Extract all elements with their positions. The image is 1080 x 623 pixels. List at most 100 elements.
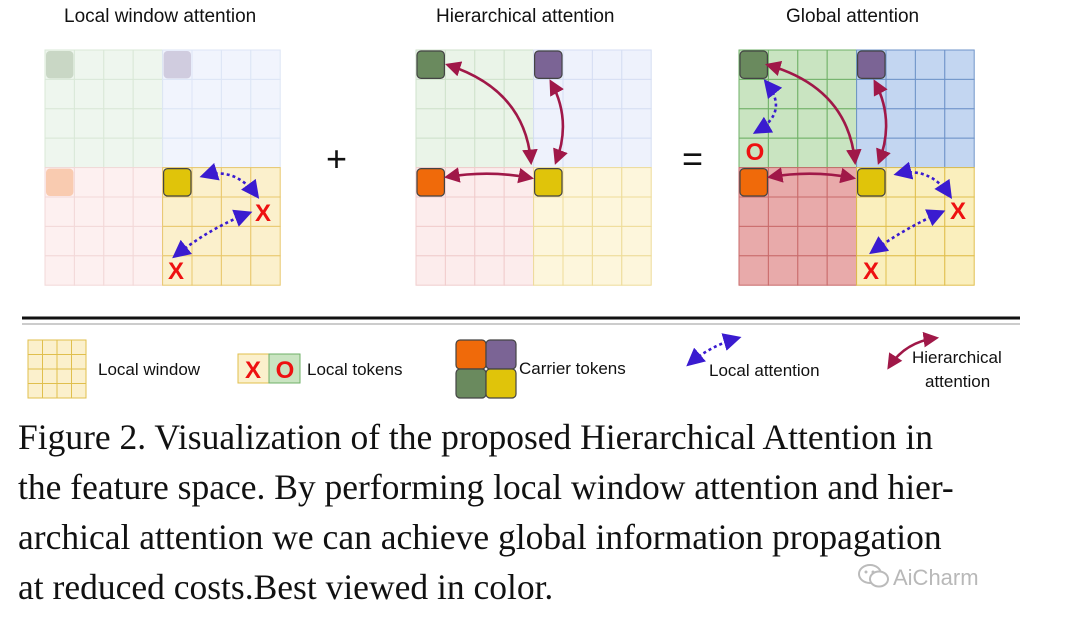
grid-cell: [71, 354, 87, 370]
grid-cell: [797, 137, 828, 169]
grid-cell: [562, 167, 593, 198]
grid-cell: [444, 255, 476, 286]
grid-cell: [944, 78, 975, 110]
grid-cell: [444, 225, 476, 257]
caption-line-3: archical attention we can achieve global…: [18, 517, 942, 557]
carrier-token-orange: [455, 339, 487, 370]
hierarchical-attention-arrow: [443, 167, 535, 184]
legend-carrier-tokens-label: Carrier tokens: [519, 359, 626, 378]
grid-cell: [797, 49, 828, 80]
grid-cell: [767, 167, 799, 198]
local-token-x-marker: X: [168, 258, 184, 285]
grid-cell: [767, 225, 799, 257]
legend-carrier-tokens-swatch: [455, 339, 517, 399]
watermark: AiCharm: [893, 565, 979, 590]
grid-cell: [44, 78, 75, 110]
grid-cell: [444, 137, 476, 169]
grid-cell: [44, 255, 75, 286]
grid-cell: [885, 78, 916, 110]
global-panel-grid: O X X: [738, 49, 975, 286]
grid-cell: [767, 255, 799, 286]
grid-cell: [885, 49, 916, 80]
hierarchical-attention-arrow: [765, 60, 862, 166]
carrier-token-green: [455, 368, 487, 399]
panel-title-local: Local window attention: [64, 6, 257, 27]
grid-cell: [220, 137, 252, 169]
grid-cell: [103, 167, 134, 198]
grid-cell: [73, 167, 105, 198]
grid-cell: [73, 49, 105, 80]
grid-cell: [220, 255, 252, 286]
grid-cell: [503, 196, 535, 227]
grid-cell: [191, 196, 222, 227]
grid-cell: [562, 137, 593, 169]
grid-cell: [914, 225, 946, 257]
grid-cell: [797, 225, 828, 257]
grid-cell: [250, 167, 281, 198]
local-attention-arrow: [199, 162, 260, 199]
grid-cell: [503, 167, 535, 198]
grid-cell: [914, 108, 946, 139]
grid-cell: [826, 255, 858, 286]
grid-cell: [533, 78, 564, 110]
grid-cell: [132, 167, 164, 198]
local-attention-arrow: [869, 209, 946, 255]
grid-cell: [797, 108, 828, 139]
grid-cell: [503, 49, 535, 80]
grid-cell: [474, 137, 505, 169]
grid-cell: [591, 49, 623, 80]
grid-cell: [42, 368, 58, 384]
grid-cell: [444, 167, 476, 198]
grid-cell: [591, 78, 623, 110]
grid-cell: [27, 383, 43, 399]
grid-cell: [73, 255, 105, 286]
panel-title-global: Global attention: [786, 6, 920, 27]
carrier-token-green: [46, 51, 74, 79]
grid-cell: [562, 255, 593, 286]
grid-cell: [27, 354, 43, 370]
grid-cell: [103, 78, 134, 110]
grid-cell: [191, 137, 222, 169]
grid-cell: [42, 339, 58, 355]
grid-cell: [621, 255, 652, 286]
grid-cell: [474, 167, 505, 198]
grid-cell: [474, 108, 505, 139]
grid-cell: [73, 108, 105, 139]
grid-cell: [738, 255, 769, 286]
grid-cell: [591, 196, 623, 227]
grid-cell: [73, 78, 105, 110]
carrier-token-orange: [739, 168, 768, 197]
hierarchical-attention-arrow: [873, 79, 891, 165]
grid-cell: [914, 167, 946, 198]
carrier-token-yellow: [163, 168, 192, 197]
chat-bubble-icon: [858, 564, 889, 588]
grid-cell: [250, 78, 281, 110]
grid-cell: [914, 49, 946, 80]
grid-cell: [885, 255, 916, 286]
grid-cell: [944, 49, 975, 80]
grid-cell: [503, 225, 535, 257]
grid-cell: [533, 255, 564, 286]
carrier-token-yellow: [485, 368, 517, 399]
grid-cell: [591, 167, 623, 198]
grid-cell: [162, 196, 193, 227]
grid-cell: [621, 137, 652, 169]
grid-cell: [103, 137, 134, 169]
grid-cell: [914, 137, 946, 169]
hierarchical-attention-arrow: [549, 79, 568, 165]
grid-cell: [944, 137, 975, 169]
grid-cell: [415, 225, 446, 257]
grid-cell: [44, 137, 75, 169]
grid-cell: [562, 225, 593, 257]
grid-cell: [415, 108, 446, 139]
grid-cell: [591, 225, 623, 257]
hierarchical-panel-grid: [415, 49, 652, 286]
grid-cell: [132, 49, 164, 80]
grid-cell: [56, 383, 72, 399]
carrier-token-purple: [856, 50, 886, 79]
grid-cell: [591, 255, 623, 286]
grid-cell: [191, 49, 222, 80]
legend-o-box: [268, 353, 301, 384]
local-attention-arrow: [752, 79, 783, 134]
